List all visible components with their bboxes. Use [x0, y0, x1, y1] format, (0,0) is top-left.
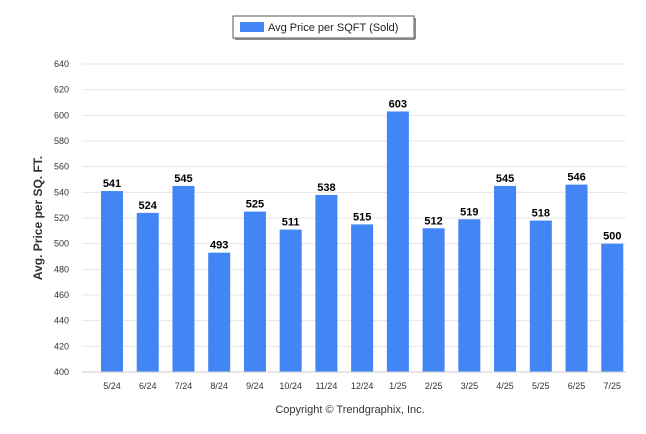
bar-1-25 — [386, 111, 409, 372]
y-tick-label: 560 — [54, 162, 69, 172]
bar-6-25 — [565, 184, 588, 372]
x-tick-label: 8/24 — [210, 381, 228, 391]
bar-2-25 — [422, 228, 445, 372]
bar-12-24 — [351, 224, 374, 372]
y-axis-ticks: 400 420 440 460 480 500 520 540 560 580 600 620 640 — [54, 59, 69, 377]
bars — [101, 111, 624, 372]
data-label: 511 — [282, 217, 300, 229]
bar-10-24 — [279, 229, 302, 372]
x-tick-label: 6/25 — [568, 381, 586, 391]
bar-8-24 — [208, 252, 231, 372]
data-label: 524 — [139, 200, 158, 212]
legend-swatch — [240, 22, 264, 32]
data-label: 518 — [532, 208, 550, 220]
bar-9-24 — [243, 211, 266, 372]
bar-3-25 — [458, 219, 481, 372]
y-tick-label: 440 — [54, 316, 69, 326]
data-label: 546 — [567, 172, 585, 184]
bar-5-24 — [101, 191, 123, 372]
data-label: 603 — [389, 98, 407, 110]
x-tick-label: 9/24 — [246, 381, 264, 391]
data-label: 545 — [496, 173, 514, 185]
bar-5-25 — [529, 220, 552, 372]
bar-6-24 — [136, 212, 159, 372]
bar-7-25 — [601, 243, 624, 372]
data-label: 519 — [460, 206, 478, 218]
data-label: 538 — [317, 182, 335, 194]
y-tick-label: 520 — [54, 213, 69, 223]
data-labels: 541 524 545 493 525 511 538 515 603 512 519 545 518 5… — [103, 98, 622, 251]
y-tick-label: 420 — [54, 341, 69, 351]
y-tick-label: 620 — [54, 85, 69, 95]
data-label: 525 — [246, 199, 264, 211]
y-tick-label: 400 — [54, 367, 69, 377]
bar-4-25 — [494, 185, 517, 372]
bar-7-24 — [172, 185, 195, 372]
legend-label: Avg Price per SQFT (Sold) — [268, 22, 398, 34]
x-tick-label: 4/25 — [496, 381, 514, 391]
x-tick-label: 1/25 — [389, 381, 407, 391]
x-tick-label: 5/24 — [103, 381, 121, 391]
x-tick-label: 7/25 — [604, 381, 622, 391]
x-tick-label: 7/24 — [175, 381, 193, 391]
y-tick-label: 580 — [54, 136, 69, 146]
x-tick-label: 3/25 — [461, 381, 479, 391]
copyright-text: Copyright © Trendgraphix, Inc. — [275, 404, 424, 416]
x-tick-label: 5/25 — [532, 381, 550, 391]
data-label: 541 — [103, 178, 121, 190]
data-label: 512 — [424, 215, 442, 227]
data-label: 515 — [353, 211, 371, 223]
x-tick-label: 6/24 — [139, 381, 157, 391]
y-tick-label: 500 — [54, 239, 69, 249]
bar-11-24 — [315, 194, 338, 372]
data-label: 493 — [210, 240, 228, 252]
y-tick-label: 480 — [54, 264, 69, 274]
y-tick-label: 600 — [54, 110, 69, 120]
y-axis-label: Avg. Price per SQ. FT. — [31, 156, 45, 280]
data-label: 500 — [603, 231, 621, 243]
x-tick-label: 11/24 — [315, 381, 337, 391]
y-tick-label: 460 — [54, 290, 69, 300]
legend: Avg Price per SQFT (Sold) — [232, 15, 416, 40]
y-tick-label: 540 — [54, 187, 69, 197]
x-tick-label: 10/24 — [279, 381, 302, 391]
y-tick-label: 640 — [54, 59, 69, 69]
x-tick-label: 12/24 — [351, 381, 374, 391]
data-label: 545 — [174, 173, 192, 185]
x-tick-label: 2/25 — [425, 381, 443, 391]
x-axis-ticks: 5/24 6/24 7/24 8/24 9/24 10/24 11/24 12/24 1/25 2… — [103, 381, 621, 391]
